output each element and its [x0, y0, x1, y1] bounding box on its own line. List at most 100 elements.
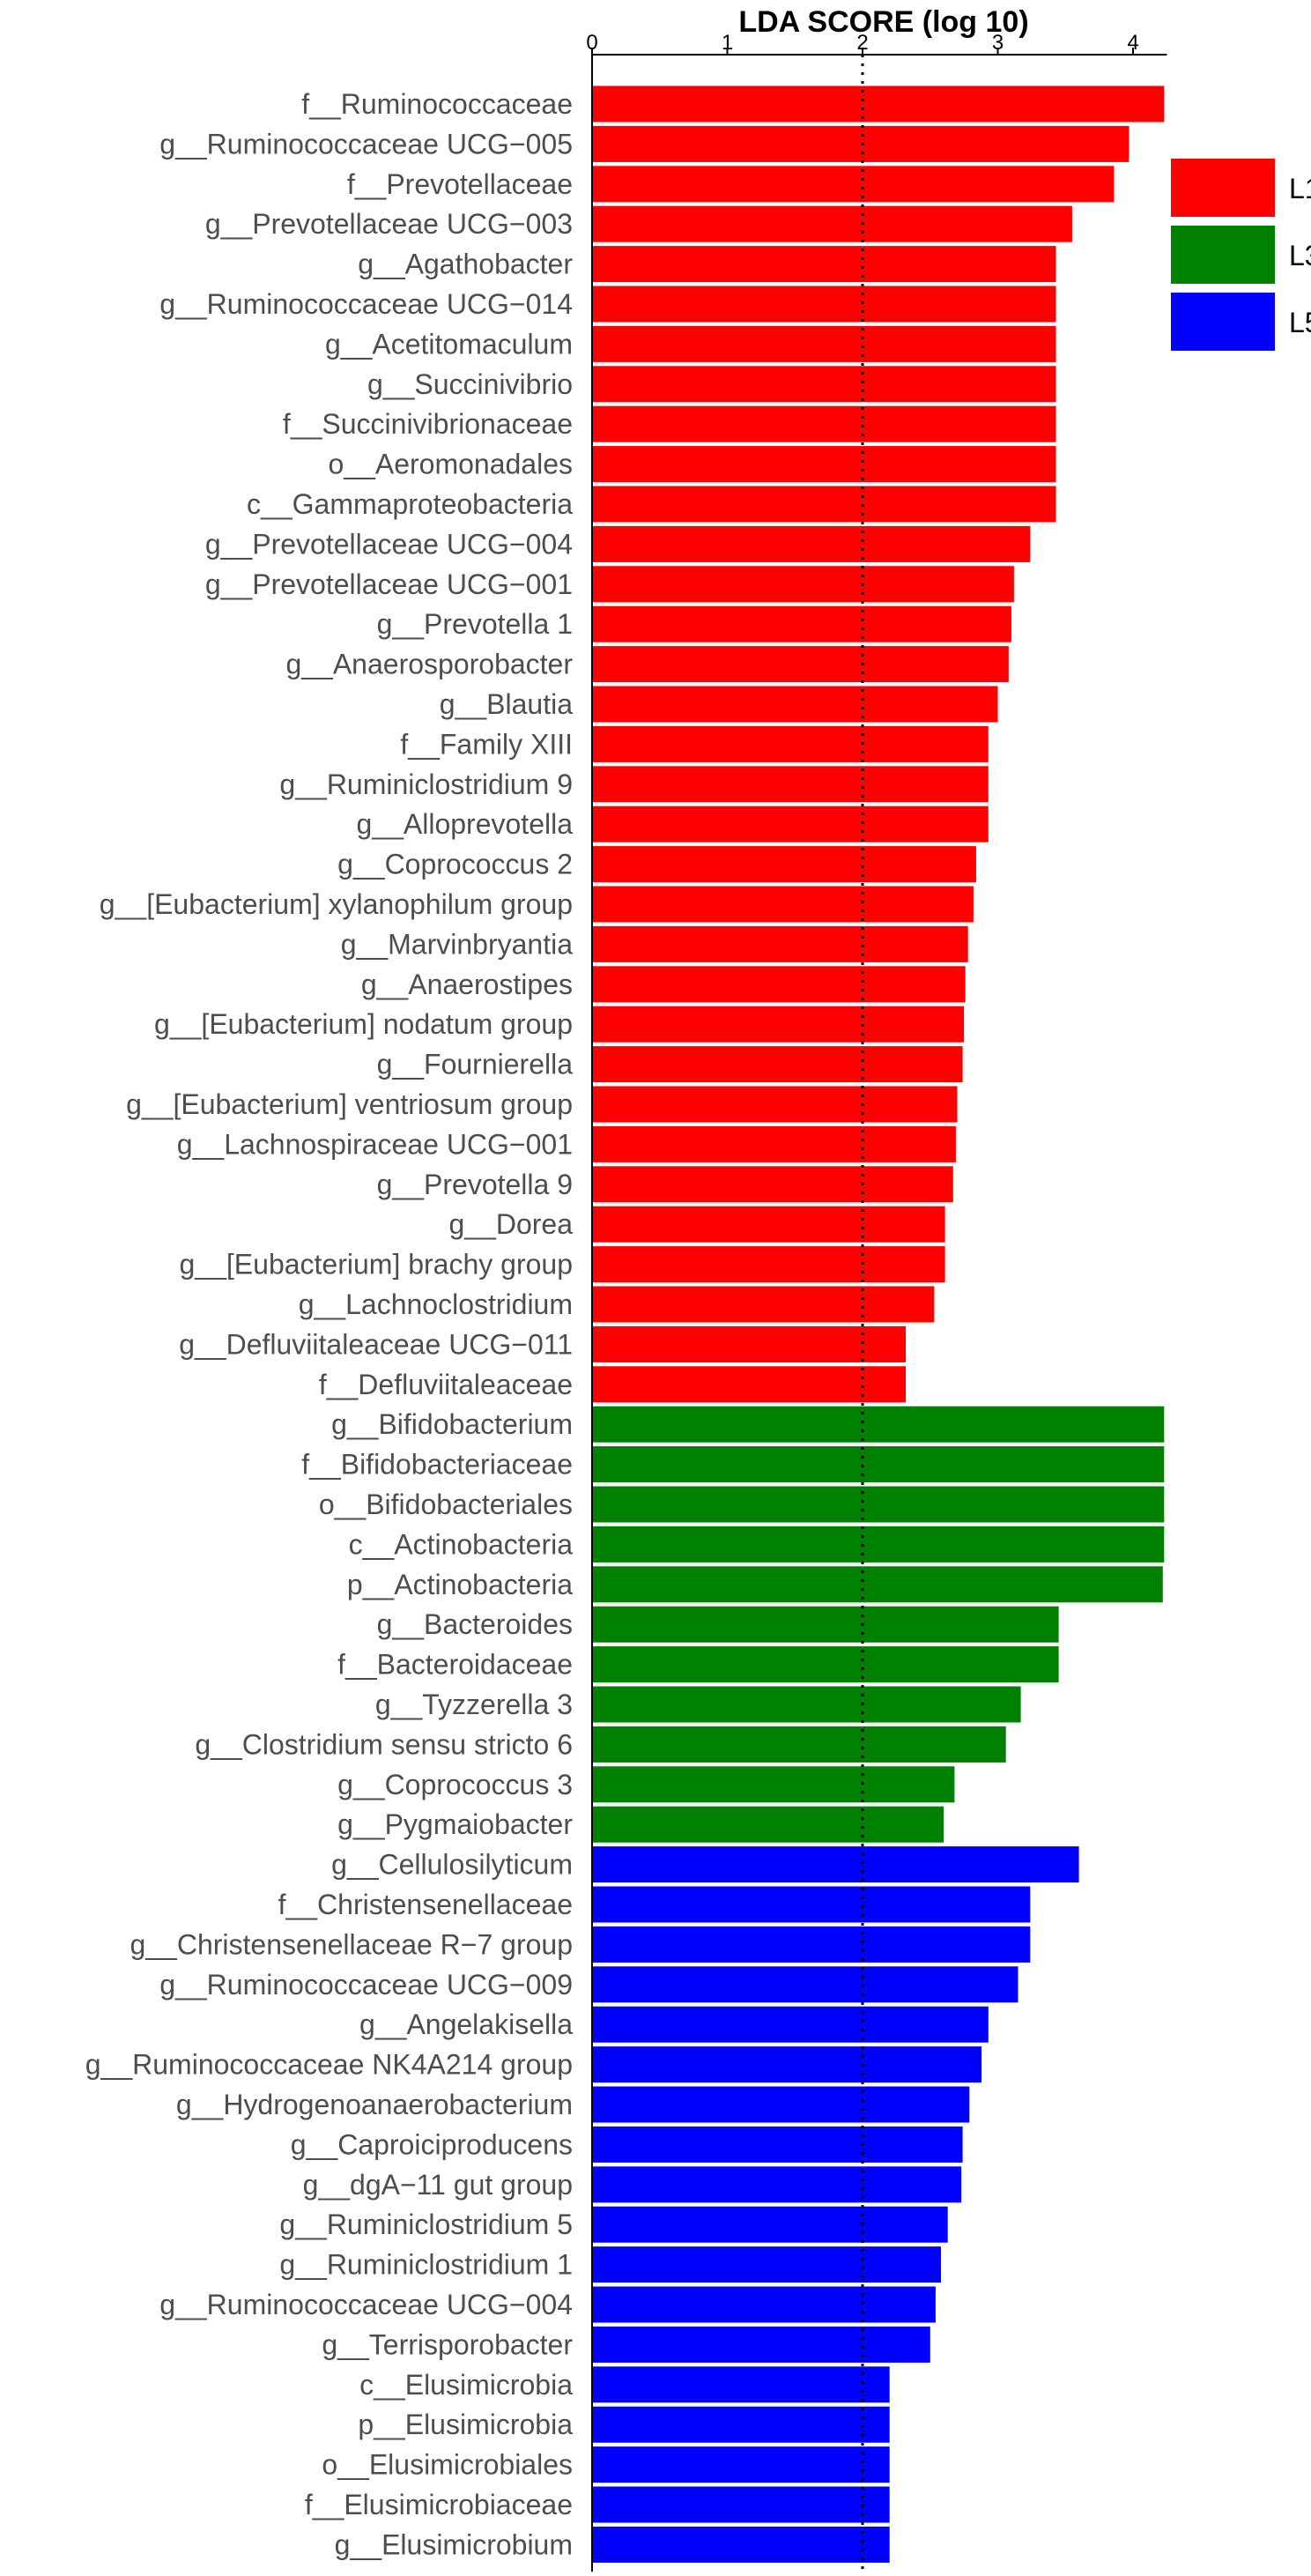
bar-47	[592, 1966, 1018, 2003]
bar-56	[592, 2326, 930, 2363]
legend-swatch-0	[1171, 159, 1275, 217]
bar-29	[592, 1246, 945, 1283]
category-label-5: g__Ruminococcaceae UCG−014	[159, 288, 573, 320]
bar-13	[592, 605, 1011, 642]
category-label-30: g__Lachnoclostridium	[299, 1288, 573, 1320]
bar-32	[592, 1366, 907, 1403]
bar-42	[592, 1766, 955, 1803]
bar-12	[592, 566, 1014, 603]
axes	[591, 54, 1167, 2572]
bar-3	[592, 205, 1072, 242]
bar-34	[592, 1446, 1165, 1483]
category-label-48: g__Angelakisella	[359, 2008, 573, 2040]
legend-label-1: L3	[1289, 240, 1311, 271]
bar-33	[592, 1406, 1165, 1443]
category-label-2: f__Prevotellaceae	[347, 168, 573, 200]
category-label-1: g__Ruminococcaceae UCG−005	[159, 128, 573, 160]
category-label-23: g__[Eubacterium] nodatum group	[154, 1008, 573, 1040]
legend-label-2: L5+	[1289, 307, 1311, 338]
category-label-8: f__Succinivibrionaceae	[283, 408, 573, 440]
bar-22	[592, 966, 966, 1003]
category-label-57: c__Elusimicrobia	[359, 2369, 573, 2401]
x-tick-label-3: 3	[992, 31, 1004, 55]
bar-60	[592, 2486, 890, 2523]
category-label-42: g__Coprococcus 3	[337, 1769, 573, 1800]
bar-30	[592, 1286, 935, 1323]
bar-55	[592, 2286, 936, 2323]
category-label-21: g__Marvinbryantia	[341, 928, 573, 960]
category-label-43: g__Pygmaiobacter	[337, 1808, 573, 1840]
x-axis-title: LDA SCORE (log 10)	[738, 5, 1028, 39]
bar-53	[592, 2206, 948, 2243]
category-label-24: g__Fournierella	[377, 1049, 574, 1080]
bar-38	[592, 1606, 1059, 1643]
bar-39	[592, 1646, 1059, 1683]
category-label-59: o__Elusimicrobiales	[322, 2449, 573, 2481]
bar-27	[592, 1166, 953, 1203]
bar-11	[592, 525, 1031, 562]
category-label-14: g__Anaerosporobacter	[285, 649, 573, 680]
category-label-6: g__Acetitomaculum	[325, 328, 573, 360]
legend-label-0: L1	[1289, 173, 1311, 204]
category-label-16: f__Family XIII	[400, 728, 573, 760]
bar-43	[592, 1806, 944, 1843]
bar-26	[592, 1125, 956, 1162]
category-label-41: g__Clostridium sensu stricto 6	[195, 1728, 573, 1760]
category-label-9: o__Aeromonadales	[328, 449, 573, 480]
bar-61	[592, 2526, 890, 2563]
category-label-0: f__Ruminococcaceae	[301, 88, 573, 120]
bar-21	[592, 925, 968, 962]
category-label-11: g__Prevotellaceae UCG−004	[205, 528, 573, 560]
bar-15	[592, 686, 998, 723]
bar-23	[592, 1006, 965, 1043]
category-label-53: g__Ruminiclostridium 5	[279, 2209, 573, 2240]
bar-24	[592, 1046, 963, 1083]
category-label-35: o__Bifidobacteriales	[319, 1488, 573, 1520]
bar-6	[592, 325, 1056, 362]
category-label-29: g__[Eubacterium] brachy group	[180, 1249, 573, 1281]
bar-20	[592, 886, 974, 923]
bar-31	[592, 1325, 907, 1362]
category-label-34: f__Bifidobacteriaceae	[301, 1449, 573, 1481]
bar-37	[592, 1566, 1163, 1603]
category-label-18: g__Alloprevotella	[357, 808, 574, 840]
category-label-61: g__Elusimicrobium	[335, 2528, 573, 2560]
category-label-47: g__Ruminococcaceae UCG−009	[159, 1969, 573, 2001]
bar-4	[592, 246, 1056, 283]
bar-18	[592, 805, 989, 843]
category-labels: f__Ruminococcaceae g__Ruminococcaceae UCG…	[85, 88, 574, 2560]
category-label-38: g__Bacteroides	[377, 1608, 573, 1640]
bar-46	[592, 1926, 1031, 1963]
category-label-28: g__Dorea	[448, 1208, 573, 1240]
bar-19	[592, 846, 976, 883]
bar-10	[592, 486, 1056, 523]
category-label-51: g__Caproiciproducens	[291, 2128, 573, 2160]
category-label-10: c__Gammaproteobacteria	[247, 488, 573, 520]
legend-swatch-1	[1171, 226, 1275, 284]
x-tick-label-4: 4	[1127, 31, 1138, 55]
category-label-60: f__Elusimicrobiaceae	[305, 2489, 573, 2520]
category-label-27: g__Prevotella 9	[377, 1169, 573, 1200]
category-label-31: g__Defluviitaleaceae UCG−011	[179, 1328, 573, 1360]
category-label-17: g__Ruminiclostridium 9	[279, 768, 573, 800]
category-label-58: p__Elusimicrobia	[358, 2409, 573, 2440]
bar-36	[592, 1526, 1165, 1563]
category-label-19: g__Coprococcus 2	[337, 849, 573, 880]
category-label-12: g__Prevotellaceae UCG−001	[205, 568, 573, 600]
x-tick-label-2: 2	[856, 31, 868, 55]
bar-2	[592, 166, 1115, 203]
category-label-25: g__[Eubacterium] ventriosum group	[126, 1088, 573, 1120]
category-label-36: c__Actinobacteria	[349, 1528, 574, 1560]
category-label-33: g__Bifidobacterium	[331, 1408, 573, 1440]
category-label-22: g__Anaerostipes	[361, 969, 573, 1000]
bar-45	[592, 1886, 1031, 1923]
bar-57	[592, 2366, 890, 2403]
legend-swatch-2	[1171, 293, 1275, 351]
category-label-7: g__Succinivibrio	[367, 368, 573, 400]
bars	[592, 85, 1165, 2563]
x-tick-label-0: 0	[586, 31, 597, 55]
category-label-39: f__Bacteroidaceae	[337, 1649, 573, 1681]
bar-0	[592, 85, 1165, 122]
category-label-56: g__Terrisporobacter	[322, 2328, 573, 2360]
